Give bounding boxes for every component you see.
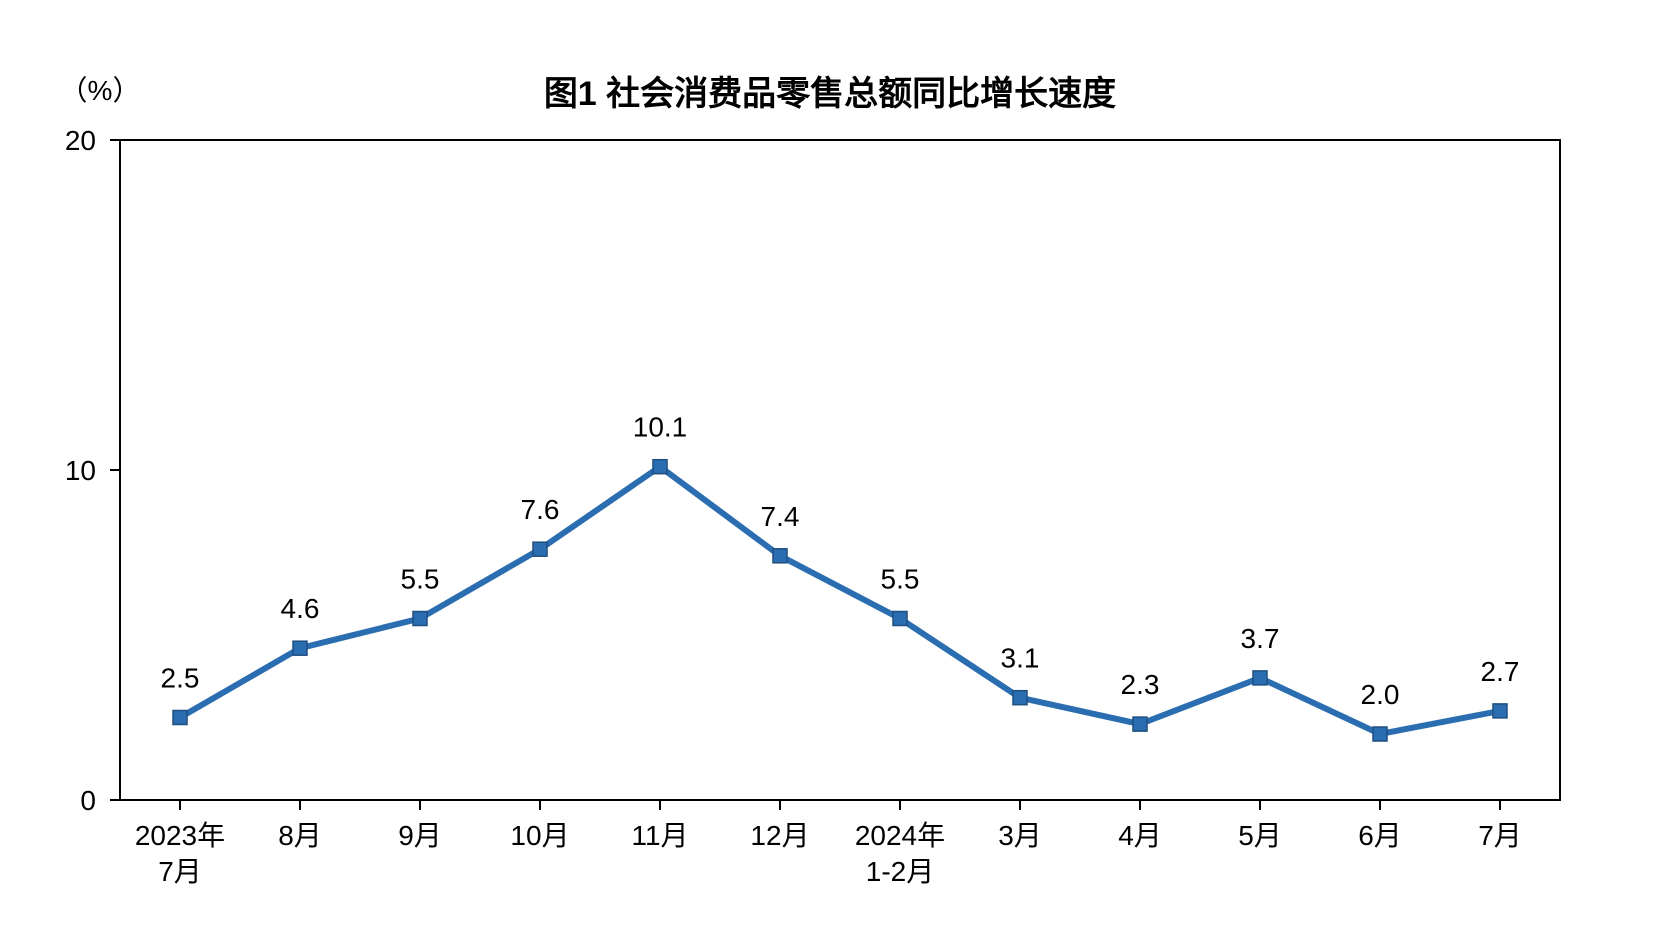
chart-container: 图1 社会消费品零售总额同比增长速度（%）010202023年7月8月9月10月…	[0, 0, 1663, 937]
data-marker	[1133, 717, 1147, 731]
data-marker	[893, 612, 907, 626]
data-label: 3.1	[1001, 643, 1040, 674]
x-tick-label: 12月	[750, 820, 809, 851]
chart-title: 图1 社会消费品零售总额同比增长速度	[544, 75, 1116, 113]
x-tick-label: 3月	[998, 820, 1042, 851]
data-label: 5.5	[881, 564, 920, 595]
data-marker	[653, 460, 667, 474]
x-tick-label: 4月	[1118, 820, 1162, 851]
x-tick-label: 8月	[278, 820, 322, 851]
y-unit-label: （%）	[60, 75, 141, 106]
data-marker	[1253, 671, 1267, 685]
data-label: 10.1	[633, 412, 688, 443]
x-tick-label: 10月	[510, 820, 569, 851]
data-label: 7.4	[761, 501, 800, 532]
y-tick-label: 20	[65, 125, 96, 156]
data-label: 3.7	[1241, 623, 1280, 654]
data-marker	[773, 549, 787, 563]
data-label: 4.6	[281, 593, 320, 624]
data-label: 2.0	[1361, 679, 1400, 710]
line-chart: 图1 社会消费品零售总额同比增长速度（%）010202023年7月8月9月10月…	[0, 0, 1663, 937]
x-tick-label: 7月	[1478, 820, 1522, 851]
y-tick-label: 0	[80, 785, 96, 816]
x-tick-label: 5月	[1238, 820, 1282, 851]
data-marker	[173, 711, 187, 725]
data-label: 2.5	[161, 663, 200, 694]
data-label: 2.3	[1121, 669, 1160, 700]
data-label: 5.5	[401, 564, 440, 595]
data-label: 7.6	[521, 494, 560, 525]
data-marker	[1373, 727, 1387, 741]
x-tick-label: 11月	[631, 820, 688, 851]
data-label: 2.7	[1481, 656, 1520, 687]
data-marker	[413, 612, 427, 626]
data-marker	[1013, 691, 1027, 705]
y-tick-label: 10	[65, 455, 96, 486]
data-marker	[533, 542, 547, 556]
x-tick-label: 6月	[1358, 820, 1402, 851]
data-marker	[293, 641, 307, 655]
data-marker	[1493, 704, 1507, 718]
x-tick-label: 9月	[398, 820, 442, 851]
